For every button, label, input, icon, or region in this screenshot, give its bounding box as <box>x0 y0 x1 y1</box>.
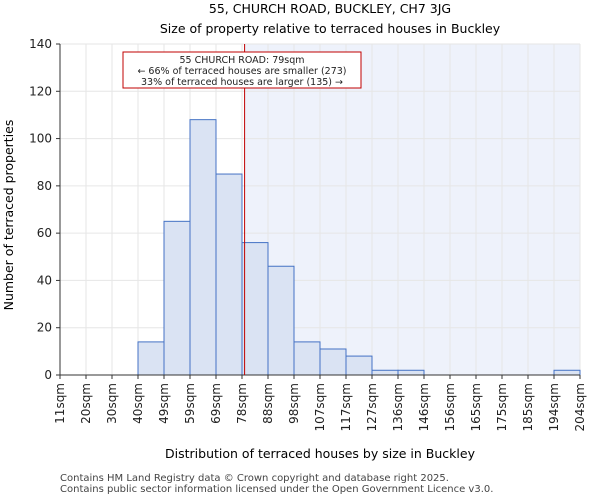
x-tick-label: 117sqm <box>339 383 353 431</box>
highlight-region <box>244 44 580 375</box>
y-tick-label: 120 <box>29 84 52 98</box>
x-tick-label: 165sqm <box>469 383 483 431</box>
x-tick-label: 20sqm <box>79 383 93 424</box>
histogram-bar <box>241 242 269 376</box>
histogram-bar <box>371 369 399 376</box>
histogram-bar <box>267 265 295 376</box>
x-tick-label: 156sqm <box>443 383 457 431</box>
histogram-bar <box>345 355 373 376</box>
x-tick-label: 40sqm <box>131 383 145 424</box>
x-tick-label: 136sqm <box>391 383 405 431</box>
annotation-line-3: 33% of terraced houses are larger (135) … <box>141 77 343 88</box>
x-tick-label: 30sqm <box>105 383 119 424</box>
x-tick-label: 204sqm <box>573 383 587 431</box>
histogram-bar <box>553 369 581 376</box>
x-tick-label: 69sqm <box>209 383 223 424</box>
histogram-bar <box>293 341 321 376</box>
footer-line-2: Contains public sector information licen… <box>60 484 494 495</box>
y-tick-label: 140 <box>29 37 52 51</box>
x-tick-label: 78sqm <box>235 383 249 424</box>
y-tick-label: 0 <box>44 368 52 382</box>
chart-title: 55, CHURCH ROAD, BUCKLEY, CH7 3JG <box>209 1 451 16</box>
annotation-line-1: 55 CHURCH ROAD: 79sqm <box>179 55 304 66</box>
histogram-bar <box>137 341 165 376</box>
histogram-bar <box>319 348 347 376</box>
histogram-bar <box>397 369 425 376</box>
x-tick-label: 194sqm <box>547 383 561 431</box>
x-tick-label: 107sqm <box>313 383 327 431</box>
histogram-bar <box>163 220 191 376</box>
annotation-box <box>122 51 362 89</box>
x-tick-label: 49sqm <box>157 383 171 424</box>
x-tick-label: 127sqm <box>365 383 379 431</box>
plot-area: 0 20 40 60 80 100 120 140 11sqm 20sqm 30sqm 40sqm 49… <box>29 37 587 431</box>
x-tick-label: 59sqm <box>183 383 197 424</box>
x-tick-label: 175sqm <box>495 383 509 431</box>
x-axis-label: Distribution of terraced houses by size … <box>165 446 476 461</box>
y-tick-label: 100 <box>29 132 52 146</box>
x-tick-label: 185sqm <box>521 383 535 431</box>
histogram-bar <box>189 119 217 376</box>
y-tick-label: 80 <box>37 179 52 193</box>
footer-line-1: Contains HM Land Registry data © Crown c… <box>60 473 449 484</box>
y-tick-label: 40 <box>37 273 52 287</box>
x-tick-label: 11sqm <box>53 383 67 424</box>
x-tick-label: 88sqm <box>261 383 275 424</box>
x-tick-label: 146sqm <box>417 383 431 431</box>
x-tick-label: 98sqm <box>287 383 301 424</box>
y-axis-label: Number of terraced properties <box>1 120 16 311</box>
chart-subtitle: Size of property relative to terraced ho… <box>160 21 501 36</box>
annotation-line-2: ← 66% of terraced houses are smaller (27… <box>137 66 346 77</box>
y-tick-label: 60 <box>37 226 52 240</box>
y-tick-label: 20 <box>37 321 52 335</box>
histogram-bar <box>215 173 243 376</box>
